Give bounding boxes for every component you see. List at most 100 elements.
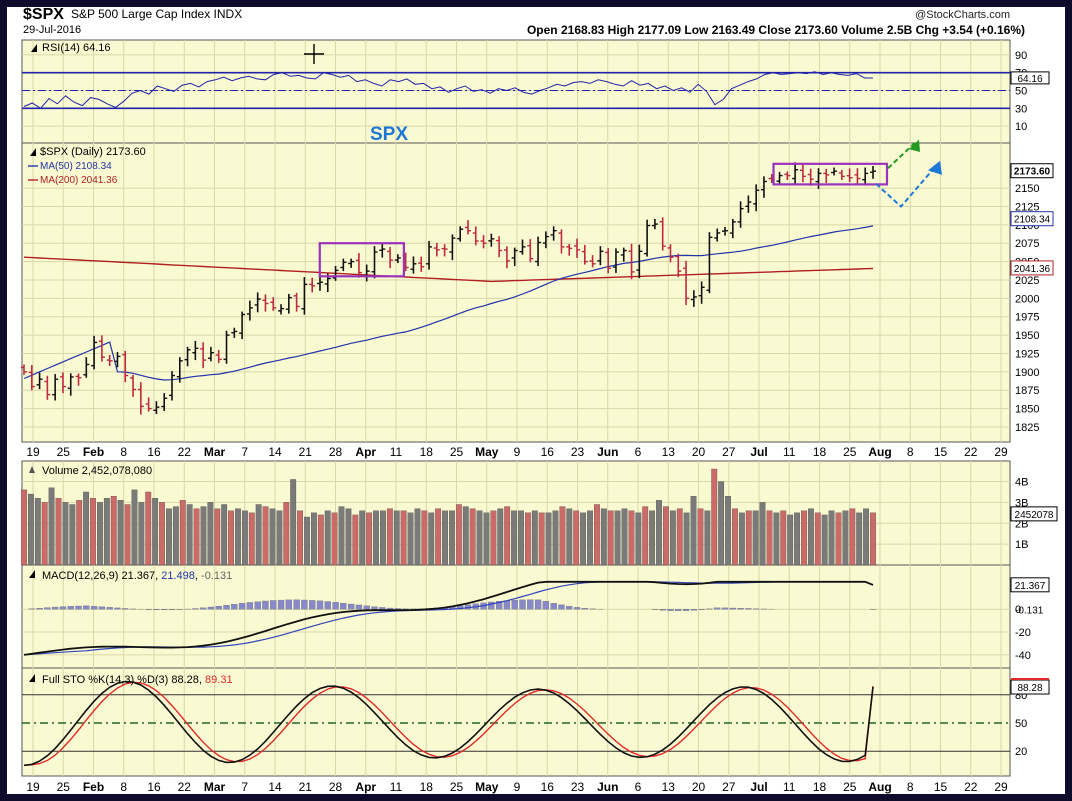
macd-histogram-bar — [386, 607, 394, 610]
x-tick-label: Jul — [750, 780, 767, 794]
volume-bar — [711, 468, 718, 566]
volume-bar — [324, 510, 331, 566]
x-tick-label: 19 — [26, 780, 40, 794]
x-tick-label: 6 — [635, 445, 642, 459]
volume-bar — [435, 508, 442, 566]
volume-bar — [179, 500, 186, 566]
macd-histogram-bar — [161, 609, 168, 611]
volume-bar — [407, 512, 414, 566]
macd-histogram-bar — [581, 608, 588, 610]
volume-bar — [476, 510, 483, 566]
macd-histogram-bar — [316, 600, 324, 610]
x-tick-label: Jun — [597, 780, 618, 794]
volume-bar — [738, 512, 745, 566]
volume-bar — [821, 514, 828, 566]
macd-histogram-bar — [301, 599, 308, 610]
price-last-box — [1010, 163, 1054, 179]
x-tick-label: 18 — [420, 445, 434, 459]
macd-histogram-bar — [542, 601, 550, 610]
macd-histogram-bar — [379, 607, 386, 610]
volume-bar — [21, 489, 27, 566]
x-tick-label: 14 — [268, 445, 282, 459]
macd-histogram-bar — [527, 599, 534, 610]
volume-bar — [628, 510, 635, 566]
macd-histogram-bar — [153, 609, 160, 610]
volume-bar — [200, 506, 207, 566]
volume-bar — [331, 512, 338, 566]
macd-histogram-bar — [753, 608, 760, 610]
macd-histogram-bar — [511, 599, 518, 610]
volume-bar — [97, 502, 103, 566]
volume-bar — [490, 510, 497, 566]
volume-bar — [428, 512, 435, 566]
x-tick-label: 9 — [514, 780, 521, 794]
volume-bar — [697, 508, 704, 566]
volume-bar — [683, 512, 690, 566]
macd-histogram-bar — [558, 604, 565, 610]
macd-histogram-bar — [347, 603, 355, 610]
volume-bar — [166, 508, 172, 566]
x-tick-label: May — [475, 780, 499, 794]
volume-bar — [635, 512, 642, 566]
volume-bar — [780, 510, 787, 566]
macd-histogram-bar — [550, 603, 557, 610]
x-tick-label: 16 — [541, 445, 555, 459]
x-tick-label: 18 — [420, 780, 434, 794]
macd-histogram-bar — [75, 605, 82, 610]
x-tick-label: 20 — [692, 780, 706, 794]
volume-bar — [76, 500, 83, 566]
volume-bar — [828, 510, 835, 566]
volume-bar — [145, 491, 152, 566]
volume-bar — [41, 502, 48, 566]
x-tick-label: 29 — [994, 445, 1008, 459]
volume-bar — [69, 504, 76, 566]
rsi-last-box — [1010, 71, 1050, 85]
volume-bar — [725, 495, 731, 566]
volume-bar — [152, 498, 159, 566]
x-tick-label: May — [475, 445, 499, 459]
volume-bar — [849, 508, 856, 566]
volume-bar — [304, 516, 310, 566]
volume-bar — [545, 512, 552, 566]
x-tick-label: 21 — [299, 445, 313, 459]
panel-price — [21, 142, 1011, 443]
ma50-line — [23, 225, 874, 381]
price-legend: $SPX (Daily) 2173.60 — [40, 146, 146, 158]
x-tick-label: 23 — [571, 780, 585, 794]
volume-bar — [704, 510, 711, 566]
macd-histogram-bar — [682, 609, 690, 611]
x-tick-label: 27 — [722, 445, 736, 459]
volume-bar — [538, 512, 545, 566]
macd-histogram-bar — [675, 609, 682, 611]
rsi-legend-icon — [31, 44, 37, 52]
macd-histogram-bar — [332, 602, 339, 610]
x-tick-label: Mar — [204, 445, 226, 459]
macd-histogram-bar — [285, 599, 292, 610]
macd-histogram-bar — [309, 600, 316, 610]
chart-date: 29-Jul-2016 — [23, 24, 81, 36]
volume-bar — [393, 510, 400, 566]
volume-bar — [752, 510, 759, 566]
volume-bar — [621, 508, 628, 566]
macd-histogram-bar — [270, 600, 277, 610]
x-tick-label: 25 — [57, 445, 71, 459]
volume-bar — [504, 506, 511, 566]
volume-last-label: 2452078 — [1015, 510, 1054, 521]
volume-bar — [269, 508, 276, 566]
volume-bar — [400, 510, 407, 566]
volume-bar — [338, 506, 345, 566]
volume-bar — [345, 508, 352, 566]
x-tick-label: 28 — [329, 445, 343, 459]
volume-bar — [380, 510, 386, 566]
macd-histogram-bar — [223, 605, 230, 610]
x-tick-label: 25 — [843, 445, 857, 459]
macd-histogram-bar — [98, 606, 106, 610]
panel-rsi — [21, 39, 1011, 144]
volume-bar — [27, 493, 34, 566]
x-tick-label: 25 — [843, 780, 857, 794]
volume-legend: Volume 2,452,078,080 — [42, 465, 152, 477]
x-tick-label: 16 — [541, 780, 555, 794]
ma50-last-box-label: 2108.34 — [1014, 215, 1051, 226]
x-tick-label: 19 — [26, 445, 40, 459]
